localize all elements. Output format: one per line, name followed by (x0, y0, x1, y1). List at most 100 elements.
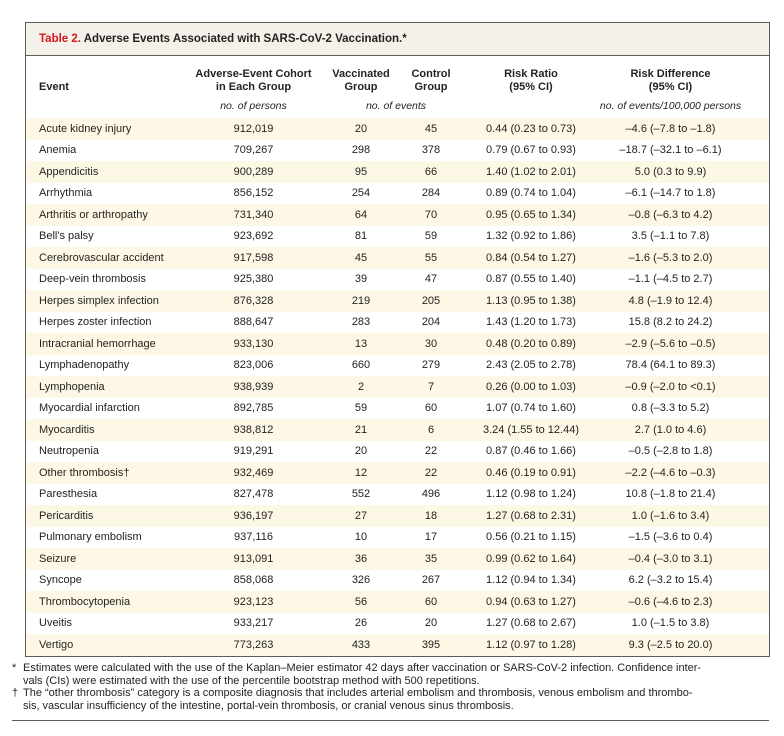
vaccinated-events-cell: 660 (351, 359, 371, 372)
control-events-cell: 6 (427, 423, 435, 436)
column-header-event: Event (39, 81, 69, 93)
risk-ratio-cell: 0.48 (0.20 to 0.89) (486, 337, 576, 350)
event-cell: Herpes simplex infection (39, 294, 159, 307)
risk-ratio-cell: 0.89 (0.74 to 1.04) (486, 187, 576, 200)
cohort-cell: 773,263 (233, 638, 274, 651)
risk-ratio-cell: 0.26 (0.00 to 1.03) (486, 380, 576, 393)
risk-ratio-cell: 0.95 (0.65 to 1.34) (486, 208, 576, 221)
table-row: Arrhythmia 856,152 254 284 0.89 (0.74 to 1.0… (26, 182, 769, 204)
table-title-bar: Table 2. Adverse Events Associated with … (26, 23, 769, 56)
risk-ratio-cell: 0.99 (0.62 to 1.64) (486, 552, 576, 565)
table-row: Anemia 709,267 298 378 0.79 (0.67 to 0.93) –1… (26, 139, 769, 161)
control-events-cell: 59 (424, 230, 438, 243)
control-events-cell: 45 (424, 122, 438, 135)
vaccinated-events-cell: 39 (354, 273, 368, 286)
footnotes: * Estimates were calculated with the use … (12, 662, 770, 712)
column-header-row: Event Adverse-Event Cohort in Each Group… (26, 56, 769, 94)
risk-ratio-cell: 0.79 (0.67 to 0.93) (486, 144, 576, 157)
cohort-cell: 937,116 (234, 531, 273, 544)
table-row: Syncope 858,068 326 267 1.12 (0.94 to 1.34) 6… (26, 569, 769, 591)
control-events-cell: 22 (424, 445, 438, 458)
risk-difference-cell: –4.6 (–7.8 to –1.8) (625, 122, 716, 135)
risk-difference-cell: –2.2 (–4.6 to –0.3) (625, 466, 716, 479)
column-header-cohort: Adverse-Event Cohort in Each Group (195, 68, 312, 93)
risk-ratio-cell: 1.40 (1.02 to 2.01) (486, 165, 576, 178)
bottom-rule (12, 720, 769, 721)
risk-ratio-cell: 1.07 (0.74 to 1.60) (486, 402, 576, 415)
footnote-text: The “other thrombosis” category is a com… (23, 687, 693, 712)
table-number-label: Table 2. (39, 33, 81, 45)
risk-difference-cell: 5.0 (0.3 to 9.9) (634, 165, 707, 178)
column-header-control: Control Group (411, 68, 451, 93)
cohort-cell: 923,692 (233, 230, 274, 243)
event-cell: Paresthesia (39, 488, 98, 501)
vaccinated-events-cell: 326 (351, 574, 371, 587)
event-cell: Herpes zoster infection (39, 316, 152, 329)
event-cell: Bell's palsy (39, 230, 94, 243)
cohort-cell: 731,340 (233, 208, 274, 221)
event-cell: Arrhythmia (39, 187, 93, 200)
risk-ratio-cell: 0.87 (0.55 to 1.40) (486, 273, 576, 286)
event-cell: Thrombocytopenia (39, 595, 131, 608)
footnote-marker: * (12, 662, 17, 674)
risk-difference-cell: –18.7 (–32.1 to –6.1) (619, 144, 722, 157)
vaccinated-events-cell: 552 (351, 488, 371, 501)
units-cohort: no. of persons (220, 100, 287, 112)
control-events-cell: 47 (424, 273, 438, 286)
table-row: Paresthesia 827,478 552 496 1.12 (0.98 to 1.… (26, 483, 769, 505)
control-events-cell: 205 (421, 294, 441, 307)
risk-ratio-cell: 0.94 (0.63 to 1.27) (486, 595, 576, 608)
table-row: Thrombocytopenia 923,123 56 60 0.94 (0.63 to… (26, 591, 769, 613)
vaccinated-events-cell: 59 (354, 402, 368, 415)
risk-ratio-cell: 0.87 (0.46 to 1.66) (486, 445, 576, 458)
risk-difference-cell: 6.2 (–3.2 to 15.4) (628, 574, 713, 587)
table-row: Arthritis or arthropathy 731,340 64 70 0.95 … (26, 204, 769, 226)
cohort-cell: 827,478 (233, 488, 274, 501)
table-row: Myocardial infarction 892,785 59 60 1.07 (0.… (26, 397, 769, 419)
vaccinated-events-cell: 45 (354, 251, 368, 264)
footnote-text: Estimates were calculated with the use o… (23, 662, 702, 687)
risk-difference-cell: 78.4 (64.1 to 89.3) (625, 359, 716, 372)
risk-ratio-cell: 1.12 (0.94 to 1.34) (486, 574, 576, 587)
risk-difference-cell: –0.4 (–3.0 to 3.1) (628, 552, 713, 565)
vaccinated-events-cell: 298 (351, 144, 371, 157)
event-cell: Seizure (39, 552, 77, 565)
table-row: Lymphopenia 938,939 2 7 0.26 (0.00 to 1.03) –… (26, 376, 769, 398)
control-events-cell: 60 (424, 595, 438, 608)
risk-difference-cell: –2.9 (–5.6 to –0.5) (625, 337, 716, 350)
event-cell: Vertigo (39, 638, 74, 651)
event-cell: Myocardial infarction (39, 402, 140, 415)
cohort-cell: 876,328 (233, 294, 274, 307)
risk-difference-cell: –0.6 (–4.6 to 2.3) (628, 595, 713, 608)
units-row: no. of persons no. of events no. of even… (26, 94, 769, 118)
table-row: Cerebrovascular accident 917,598 45 55 0.84 … (26, 247, 769, 269)
risk-ratio-cell: 2.43 (2.05 to 2.78) (486, 359, 576, 372)
cohort-cell: 936,197 (233, 509, 274, 522)
risk-difference-cell: –6.1 (–14.7 to 1.8) (625, 187, 716, 200)
cohort-cell: 709,267 (233, 144, 274, 157)
event-cell: Lymphadenopathy (39, 359, 130, 372)
cohort-cell: 912,019 (233, 122, 274, 135)
control-events-cell: 204 (421, 316, 441, 329)
risk-difference-cell: 4.8 (–1.9 to 12.4) (628, 294, 713, 307)
cohort-cell: 938,812 (233, 423, 274, 436)
table-row: Pulmonary embolism 937,116 10 17 0.56 (0.21 … (26, 526, 769, 548)
risk-difference-cell: –0.9 (–2.0 to <0.1) (625, 380, 716, 393)
event-cell: Neutropenia (39, 445, 99, 458)
table-row: Uveitis 933,217 26 20 1.27 (0.68 to 2.67) 1.0… (26, 612, 769, 634)
event-cell: Appendicitis (39, 165, 99, 178)
units-risk-difference: no. of events/100,000 persons (599, 100, 742, 112)
control-events-cell: 496 (421, 488, 441, 501)
footnote: † The “other thrombosis” category is a co… (12, 687, 770, 712)
cohort-cell: 923,123 (233, 595, 274, 608)
risk-difference-cell: –0.8 (–6.3 to 4.2) (628, 208, 713, 221)
vaccinated-events-cell: 254 (351, 187, 371, 200)
event-cell: Intracranial hemorrhage (39, 337, 156, 350)
event-cell: Deep-vein thrombosis (39, 273, 146, 286)
vaccinated-events-cell: 2 (357, 380, 365, 393)
cohort-cell: 856,152 (233, 187, 274, 200)
risk-difference-cell: 3.5 (–1.1 to 7.8) (631, 230, 710, 243)
vaccinated-events-cell: 81 (354, 230, 368, 243)
cohort-cell: 892,785 (233, 402, 274, 415)
